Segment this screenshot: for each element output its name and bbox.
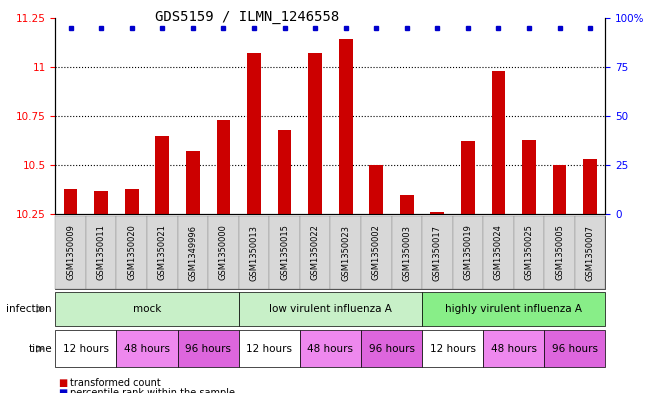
Bar <box>125 189 139 214</box>
Text: GSM1350003: GSM1350003 <box>402 224 411 281</box>
Bar <box>186 151 200 214</box>
Bar <box>522 140 536 214</box>
Bar <box>492 71 505 214</box>
Text: low virulent influenza A: low virulent influenza A <box>269 304 392 314</box>
Text: GDS5159 / ILMN_1246558: GDS5159 / ILMN_1246558 <box>155 10 340 24</box>
Text: GSM1350007: GSM1350007 <box>586 224 594 281</box>
Text: 96 hours: 96 hours <box>552 344 598 354</box>
Bar <box>247 53 261 214</box>
Text: transformed count: transformed count <box>70 378 160 388</box>
Text: 48 hours: 48 hours <box>124 344 170 354</box>
Text: GSM1350021: GSM1350021 <box>158 224 167 281</box>
Bar <box>94 191 108 214</box>
Text: ■: ■ <box>59 388 68 393</box>
Text: time: time <box>29 344 52 354</box>
Text: GSM1350011: GSM1350011 <box>97 224 105 281</box>
Bar <box>156 136 169 214</box>
Text: GSM1350023: GSM1350023 <box>341 224 350 281</box>
Bar <box>64 189 77 214</box>
Text: 96 hours: 96 hours <box>185 344 231 354</box>
Bar <box>308 53 322 214</box>
Text: GSM1350017: GSM1350017 <box>433 224 442 281</box>
Text: GSM1350022: GSM1350022 <box>311 224 320 281</box>
Text: GSM1350005: GSM1350005 <box>555 224 564 281</box>
Text: GSM1350019: GSM1350019 <box>464 224 473 281</box>
Text: GSM1350002: GSM1350002 <box>372 224 381 281</box>
Text: ■: ■ <box>59 378 68 388</box>
Bar <box>217 120 230 214</box>
Text: 12 hours: 12 hours <box>430 344 476 354</box>
Text: percentile rank within the sample: percentile rank within the sample <box>70 388 234 393</box>
Text: GSM1350024: GSM1350024 <box>494 224 503 281</box>
Bar <box>339 39 353 214</box>
Text: GSM1350015: GSM1350015 <box>280 224 289 281</box>
Bar <box>369 165 383 214</box>
Text: 12 hours: 12 hours <box>63 344 109 354</box>
Text: GSM1350000: GSM1350000 <box>219 224 228 281</box>
Text: 48 hours: 48 hours <box>491 344 536 354</box>
Text: GSM1350020: GSM1350020 <box>127 224 136 281</box>
Text: GSM1349996: GSM1349996 <box>188 224 197 281</box>
Text: GSM1350009: GSM1350009 <box>66 224 75 281</box>
Text: GSM1350013: GSM1350013 <box>249 224 258 281</box>
Bar <box>461 141 475 214</box>
Text: 96 hours: 96 hours <box>368 344 415 354</box>
Text: 12 hours: 12 hours <box>246 344 292 354</box>
Text: GSM1350025: GSM1350025 <box>525 224 534 281</box>
Text: highly virulent influenza A: highly virulent influenza A <box>445 304 582 314</box>
Text: infection: infection <box>7 304 52 314</box>
Text: 48 hours: 48 hours <box>307 344 353 354</box>
Bar <box>553 165 566 214</box>
Bar <box>400 195 413 214</box>
Bar <box>278 130 292 214</box>
Bar <box>583 159 597 214</box>
Text: mock: mock <box>133 304 161 314</box>
Bar <box>430 212 444 214</box>
